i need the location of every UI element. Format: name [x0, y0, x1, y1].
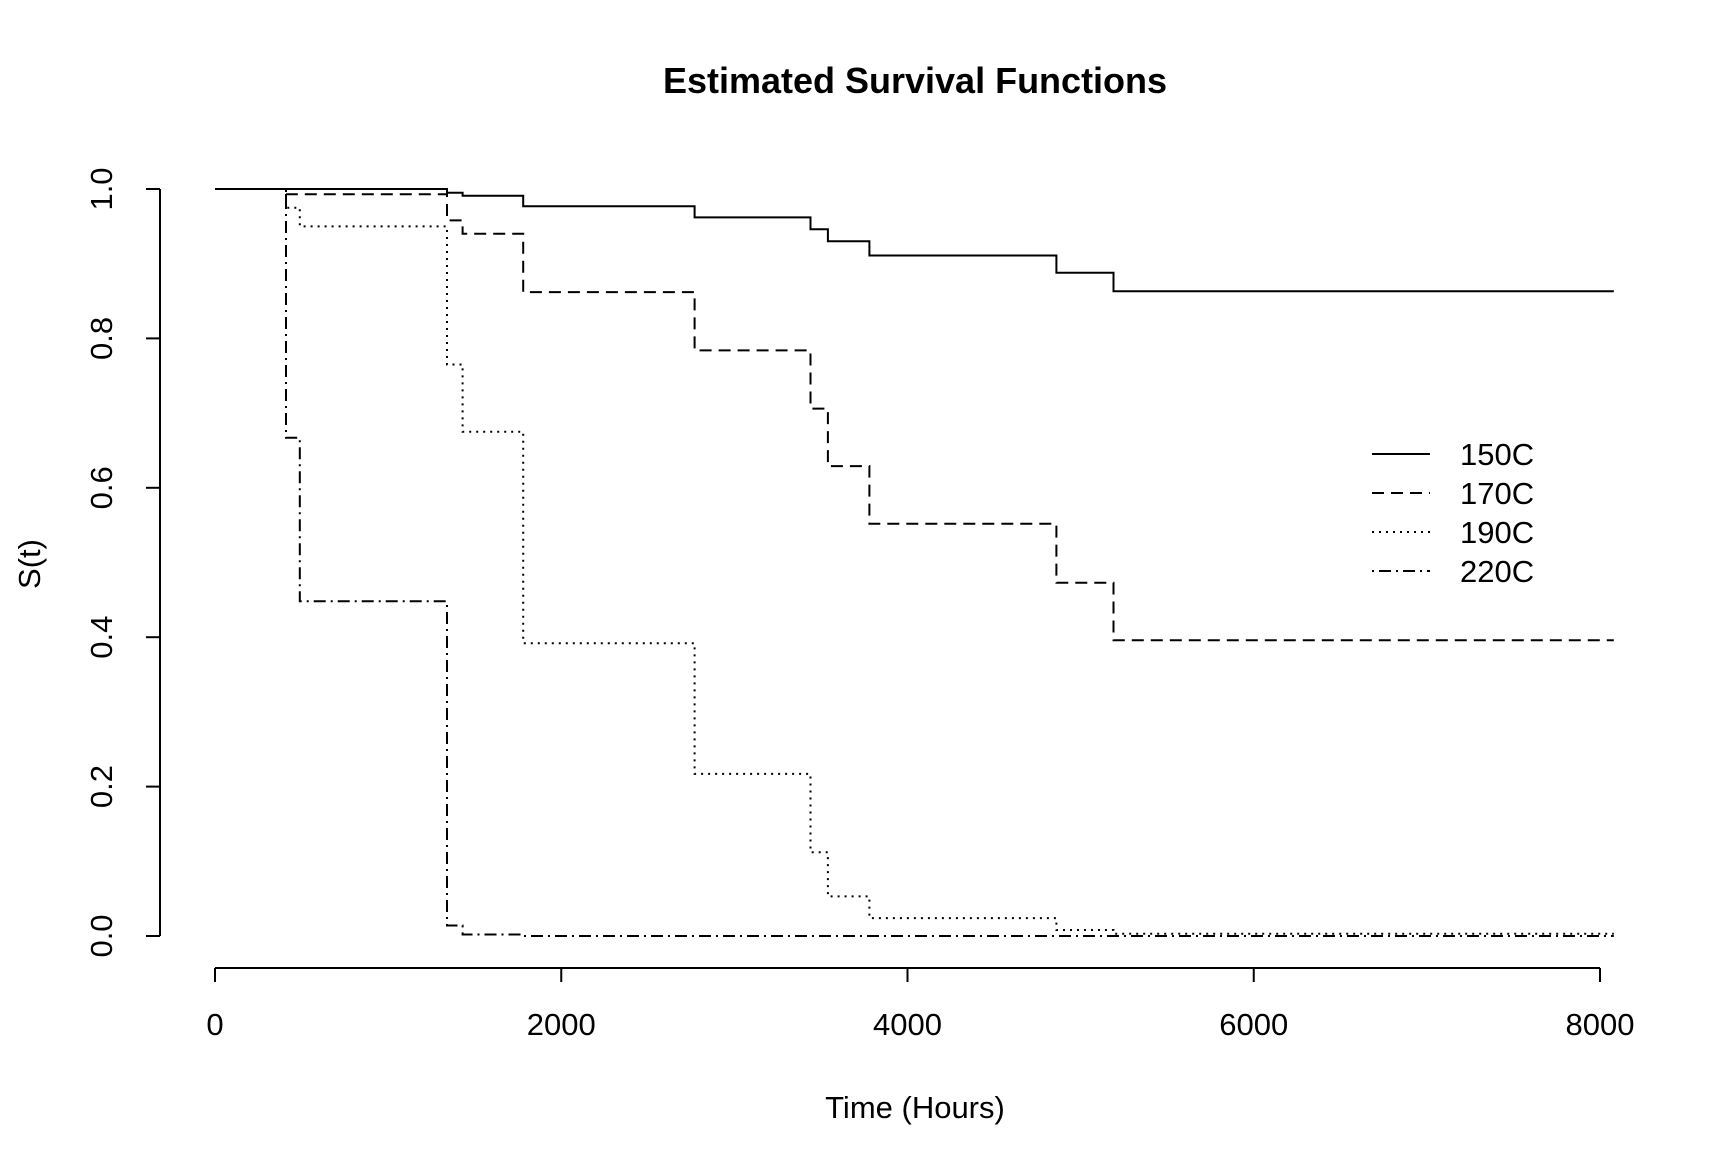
series-line-190C — [215, 188, 1614, 935]
y-tick-label: 0.8 — [84, 317, 119, 360]
y-tick-label: 0.6 — [84, 466, 119, 509]
y-axis: 0.0 0.2 0.4 0.6 0.8 1.0 — [84, 167, 161, 958]
x-tick-label: 0 — [206, 1007, 223, 1042]
x-tick-label: 4000 — [873, 1007, 942, 1042]
series-line-220C — [215, 188, 1614, 937]
legend-label-220C: 220C — [1460, 554, 1534, 589]
x-axis-title: Time (Hours) — [825, 1090, 1005, 1125]
legend-label-170C: 170C — [1460, 476, 1534, 511]
x-tick-label: 2000 — [527, 1007, 596, 1042]
legend-label-150C: 150C — [1460, 437, 1534, 472]
y-axis-title: S(t) — [12, 539, 47, 589]
series-line-170C — [215, 188, 1614, 642]
legend-label-190C: 190C — [1460, 515, 1534, 550]
chart-title: Estimated Survival Functions — [663, 60, 1167, 101]
legend: 150C 170C 190C 220C — [1372, 437, 1534, 589]
series-line-150C — [215, 188, 1614, 293]
y-tick-label: 0.4 — [84, 616, 119, 659]
series-group — [215, 188, 1614, 937]
x-tick-label: 8000 — [1566, 1007, 1635, 1042]
y-tick-label: 0.2 — [84, 765, 119, 808]
y-tick-label: 0.0 — [84, 914, 119, 957]
y-tick-label: 1.0 — [84, 167, 119, 210]
x-tick-label: 6000 — [1219, 1007, 1288, 1042]
x-axis: 0 2000 4000 6000 8000 — [206, 967, 1635, 1042]
